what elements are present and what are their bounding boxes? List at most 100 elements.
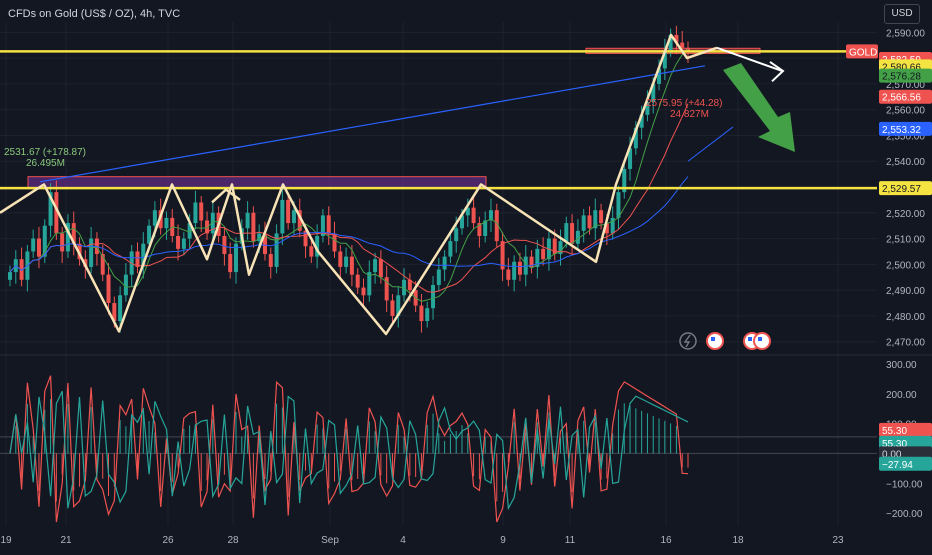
candle-body: [164, 217, 169, 229]
candle-body: [222, 235, 227, 255]
candle-body: [442, 256, 447, 270]
candle-body: [639, 114, 644, 128]
pattern-arrowhead: [211, 187, 241, 204]
candle-body: [436, 269, 441, 285]
candle-body: [251, 212, 256, 242]
osc-value-tag: 55.30: [882, 439, 907, 450]
us-flag-canton: [748, 337, 752, 341]
candle-body: [123, 274, 128, 296]
candle-body: [309, 246, 314, 257]
candle-body: [680, 42, 685, 48]
candle-body: [152, 210, 157, 226]
candle-body: [100, 254, 105, 275]
trend-line: [39, 65, 706, 183]
candle-body: [193, 202, 198, 224]
candle-body: [419, 305, 424, 322]
time-tick: 16: [660, 535, 672, 546]
ma-value-tag: 2,580.66: [882, 62, 921, 73]
candle-body: [344, 256, 349, 267]
ma-line-3-ext: [687, 126, 734, 162]
candle-body: [181, 238, 186, 249]
candle-body: [448, 241, 453, 257]
candle-body: [471, 207, 476, 224]
osc-value-tag: −27.94: [882, 460, 913, 471]
price-tick: 2,470.00: [886, 338, 925, 349]
candle-body: [396, 295, 401, 316]
forecast-line: [716, 46, 783, 72]
currency-button[interactable]: USD: [884, 4, 920, 24]
osc-tick: −100.00: [886, 479, 923, 490]
candle-body: [651, 83, 656, 102]
lightning-icon[interactable]: [679, 332, 697, 350]
time-tick: 26: [162, 535, 174, 546]
price-tick: 2,490.00: [886, 286, 925, 297]
candle-body: [31, 238, 36, 252]
candle-body: [378, 259, 383, 278]
candle-body: [118, 295, 123, 322]
candle-body: [581, 215, 586, 231]
candle-body: [112, 303, 117, 322]
candle-body: [367, 272, 372, 296]
candle-body: [384, 277, 389, 301]
candle-body: [390, 300, 395, 316]
ma-line-3: [9, 176, 689, 273]
candle-body: [506, 269, 511, 280]
price-tick: 2,520.00: [886, 209, 925, 220]
candle-body: [228, 254, 233, 273]
time-tick: 28: [227, 535, 239, 546]
candle-body: [645, 101, 650, 115]
price-tick: 2,550.00: [886, 131, 925, 142]
candle-body: [657, 68, 662, 84]
candle-body: [599, 210, 604, 224]
candle-body: [280, 199, 285, 234]
candle-body: [291, 210, 296, 224]
candle-body: [147, 225, 152, 244]
candle-body: [245, 212, 250, 229]
ma-value-tag-bg: [879, 121, 932, 136]
osc-line-fast: [9, 375, 689, 523]
osc-tick: 200.00: [886, 390, 917, 401]
price-tick: 2,570.00: [886, 80, 925, 91]
us-flag-canton: [711, 337, 715, 341]
candle-body: [512, 261, 517, 280]
candle-body: [494, 210, 499, 242]
lightning-icon-glyph: [683, 334, 691, 348]
symbol-tag: GOLD: [849, 47, 877, 58]
time-tick: Sep: [321, 535, 339, 546]
price-tick: 2,560.00: [886, 106, 925, 117]
candle-body: [593, 210, 598, 229]
symbol-tag-bg: [846, 44, 878, 59]
candle-body: [234, 243, 238, 273]
candle-body: [668, 34, 673, 51]
candle-body: [257, 233, 262, 242]
price-tick: 2,540.00: [886, 157, 925, 168]
candle-body: [500, 241, 505, 270]
support-tag: 2,529.57: [882, 184, 921, 195]
candle-body: [60, 233, 65, 252]
ma-value-tag: 2,566.56: [882, 93, 921, 104]
annotation-left-volume: 26.495M: [26, 158, 65, 169]
us-flag-canton: [758, 337, 762, 341]
candle-body: [552, 238, 557, 255]
candle-body: [176, 235, 181, 249]
candle-body: [373, 259, 378, 273]
candle-body: [616, 192, 621, 218]
candle-body: [349, 256, 354, 275]
time-tick: 18: [732, 535, 744, 546]
price-tick: 2,590.00: [886, 28, 925, 39]
candle-body: [535, 248, 540, 267]
candle-body: [106, 274, 111, 304]
ma-value-tag-bg: [879, 89, 932, 104]
candle-body: [54, 192, 59, 234]
candle-body: [71, 223, 76, 244]
annotation-right-price: 2575.95 (+44.28): [646, 98, 722, 109]
ma-value-tag-bg: [879, 68, 932, 83]
candle-body: [564, 223, 569, 242]
candle-body: [570, 223, 575, 244]
forecast-arrowhead: [769, 61, 785, 83]
candle-body: [604, 223, 609, 234]
candle-body: [65, 223, 70, 252]
time-tick: 9: [500, 535, 506, 546]
